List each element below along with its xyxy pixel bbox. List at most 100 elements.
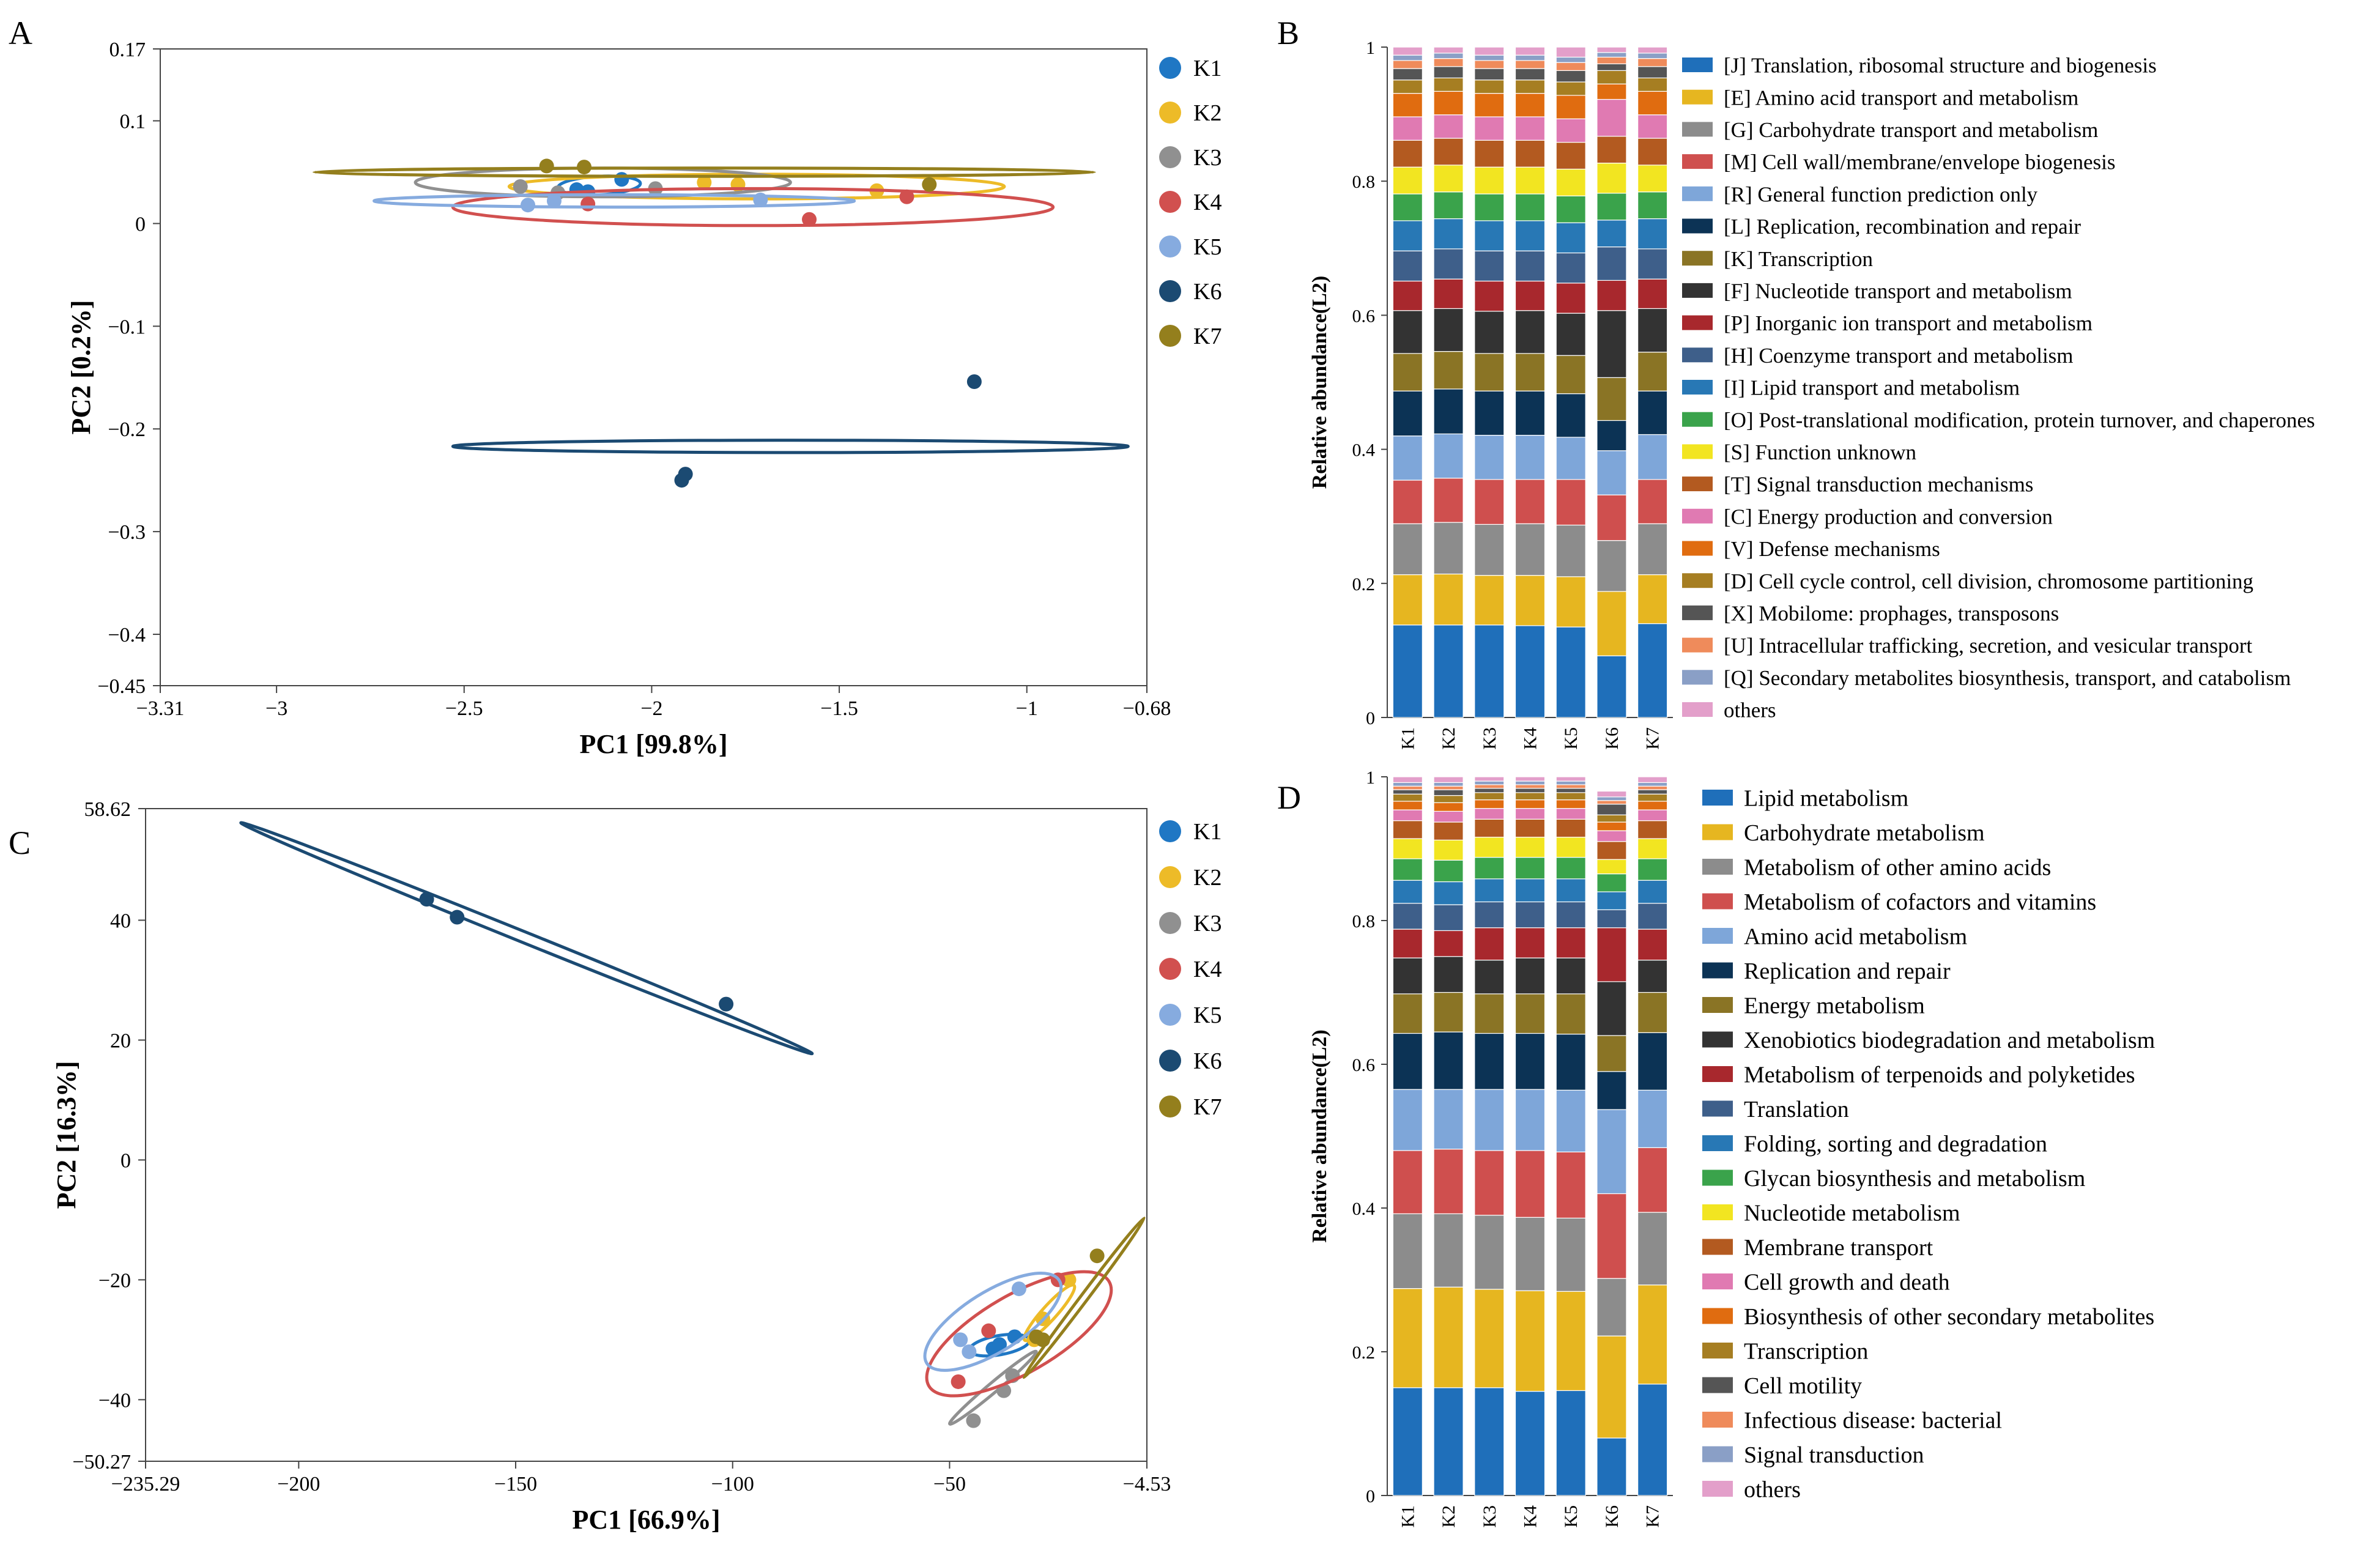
bar-segment-k6 xyxy=(1596,981,1627,1036)
y-tick-label: 0.8 xyxy=(1352,172,1376,192)
bar-segment-k2 xyxy=(1433,1031,1464,1090)
x-axis-title: PC1 [99.8%] xyxy=(580,729,728,759)
bar-segment-k5 xyxy=(1555,195,1586,223)
bar-segment-k4 xyxy=(1514,523,1546,576)
bar-segment-k5 xyxy=(1555,576,1586,628)
legend-label: Metabolism of terpenoids and polyketides xyxy=(1744,1062,2135,1088)
data-point-k4 xyxy=(802,212,817,227)
bar-segment-k3 xyxy=(1474,776,1505,782)
bar-segment-k1 xyxy=(1392,801,1423,810)
bar-segment-k5 xyxy=(1555,780,1586,785)
bar-segment-k4 xyxy=(1514,625,1546,718)
bar-segment-k7 xyxy=(1637,58,1668,67)
legend-label-k7: K7 xyxy=(1193,1094,1222,1120)
legend-label: [J] Translation, ribosomal structure and… xyxy=(1724,54,2157,78)
legend-label-k3: K3 xyxy=(1193,911,1222,936)
bar-segment-k3 xyxy=(1474,280,1505,312)
bar-segment-k4 xyxy=(1514,220,1546,251)
x-tick-label: K3 xyxy=(1480,727,1500,750)
x-tick-label: −1.5 xyxy=(820,697,858,720)
legend-swatch xyxy=(1682,57,1713,72)
legend-swatch xyxy=(1682,412,1713,427)
data-point-k5 xyxy=(521,198,536,213)
legend-label: Xenobiotics biodegradation and metabolis… xyxy=(1744,1028,2155,1053)
legend-marker-k3 xyxy=(1159,912,1181,934)
bar-segment-k4 xyxy=(1514,139,1546,168)
bar-segment-k1 xyxy=(1392,250,1423,282)
bar-segment-k5 xyxy=(1555,524,1586,577)
bar-segment-k1 xyxy=(1392,838,1423,859)
bar-segment-k1 xyxy=(1392,1089,1423,1151)
bar-segment-k4 xyxy=(1514,60,1546,69)
y-axis-title: Relative abundance(L2) xyxy=(1308,1029,1331,1243)
bar-segment-k7 xyxy=(1637,278,1668,309)
legend-swatch xyxy=(1702,997,1733,1013)
y-tick-label: −20 xyxy=(98,1269,131,1292)
x-tick-label: −0.68 xyxy=(1123,697,1171,720)
bar-segment-k7 xyxy=(1637,218,1668,250)
x-tick-label: K5 xyxy=(1561,727,1581,750)
bar-segment-k5 xyxy=(1555,901,1586,928)
bar-segment-k6 xyxy=(1596,136,1627,164)
y-tick-label: −0.2 xyxy=(108,418,146,441)
y-tick-label: 20 xyxy=(110,1029,131,1052)
bar-segment-k1 xyxy=(1392,782,1423,787)
y-tick-label: 0.4 xyxy=(1352,1199,1376,1219)
x-tick-label: K5 xyxy=(1561,1505,1581,1528)
legend-marker-k4 xyxy=(1159,191,1181,213)
y-tick-label: 0.4 xyxy=(1352,440,1376,461)
y-tick-label: 58.62 xyxy=(84,798,132,821)
bar-segment-k4 xyxy=(1514,901,1546,928)
confidence-ellipse-k4 xyxy=(451,187,1055,228)
legend-label: [E] Amino acid transport and metabolism xyxy=(1724,86,2078,109)
legend-label: Infectious disease: bacterial xyxy=(1744,1408,2002,1434)
legend-swatch xyxy=(1682,573,1713,588)
legend-label: [I] Lipid transport and metabolism xyxy=(1724,376,2020,400)
legend-label: others xyxy=(1724,699,1776,722)
bar-segment-k4 xyxy=(1514,993,1546,1034)
bar-segment-k2 xyxy=(1433,573,1464,626)
x-tick-label: −2.5 xyxy=(445,697,483,720)
bar-segment-k4 xyxy=(1514,116,1546,141)
bar-segment-k6 xyxy=(1596,246,1627,281)
legend-label: Energy metabolism xyxy=(1744,993,1925,1019)
legend-swatch xyxy=(1702,1135,1733,1151)
bar-segment-k7 xyxy=(1637,479,1668,524)
legend-swatch xyxy=(1702,1239,1733,1255)
legend-label-k1: K1 xyxy=(1193,56,1222,81)
bar-segment-k7 xyxy=(1637,785,1668,790)
bar-segment-k2 xyxy=(1433,350,1464,390)
bar-segment-k6 xyxy=(1596,790,1627,798)
bar-segment-k1 xyxy=(1392,436,1423,481)
bar-segment-k6 xyxy=(1596,873,1627,892)
bar-segment-k1 xyxy=(1392,880,1423,904)
bar-segment-k5 xyxy=(1555,46,1586,58)
legend-marker-k6 xyxy=(1159,280,1181,302)
bar-segment-k5 xyxy=(1555,70,1586,83)
data-point-k5 xyxy=(953,1332,968,1347)
data-point-k7 xyxy=(577,160,592,175)
bar-segment-k5 xyxy=(1555,626,1586,718)
bar-segment-k4 xyxy=(1514,1391,1546,1496)
plot-frame xyxy=(160,48,1147,686)
panel-label-a: A xyxy=(9,15,32,51)
bar-segment-k1 xyxy=(1392,820,1423,839)
bar-segment-k6 xyxy=(1596,63,1627,71)
confidence-ellipse-k7 xyxy=(312,166,1096,178)
panel-label-b: B xyxy=(1277,15,1299,51)
bar-segment-k4 xyxy=(1514,575,1546,626)
bar-segment-k1 xyxy=(1392,574,1423,626)
confidence-ellipse-k2 xyxy=(1022,1283,1077,1343)
bar-segment-k5 xyxy=(1555,81,1586,96)
legend-swatch xyxy=(1682,541,1713,556)
bar-segment-k4 xyxy=(1514,1217,1546,1291)
legend-label: [T] Signal transduction mechanisms xyxy=(1724,473,2033,497)
bar-segment-k2 xyxy=(1433,1213,1464,1288)
bar-segment-k7 xyxy=(1637,1032,1668,1091)
y-tick-label: 0.6 xyxy=(1352,1055,1376,1075)
bar-segment-k6 xyxy=(1596,800,1627,805)
bar-segment-k7 xyxy=(1637,801,1668,810)
bar-segment-k2 xyxy=(1433,308,1464,352)
bar-segment-k5 xyxy=(1555,355,1586,395)
